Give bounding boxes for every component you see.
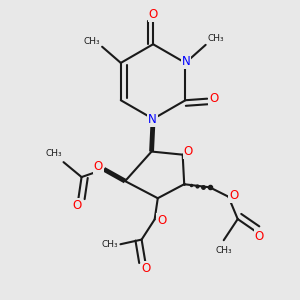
- Text: O: O: [72, 199, 82, 212]
- Text: CH₃: CH₃: [45, 149, 62, 158]
- Text: O: O: [255, 230, 264, 243]
- Text: O: O: [184, 145, 193, 158]
- Text: O: O: [209, 92, 219, 105]
- Text: CH₃: CH₃: [101, 240, 118, 249]
- Text: N: N: [182, 56, 190, 68]
- Text: O: O: [94, 160, 103, 173]
- Text: CH₃: CH₃: [215, 246, 232, 255]
- Text: CH₃: CH₃: [84, 37, 101, 46]
- Text: N: N: [148, 113, 157, 126]
- Text: O: O: [148, 8, 158, 21]
- Text: O: O: [142, 262, 151, 275]
- Text: O: O: [230, 189, 238, 202]
- Text: CH₃: CH₃: [207, 34, 224, 43]
- Text: O: O: [157, 214, 166, 227]
